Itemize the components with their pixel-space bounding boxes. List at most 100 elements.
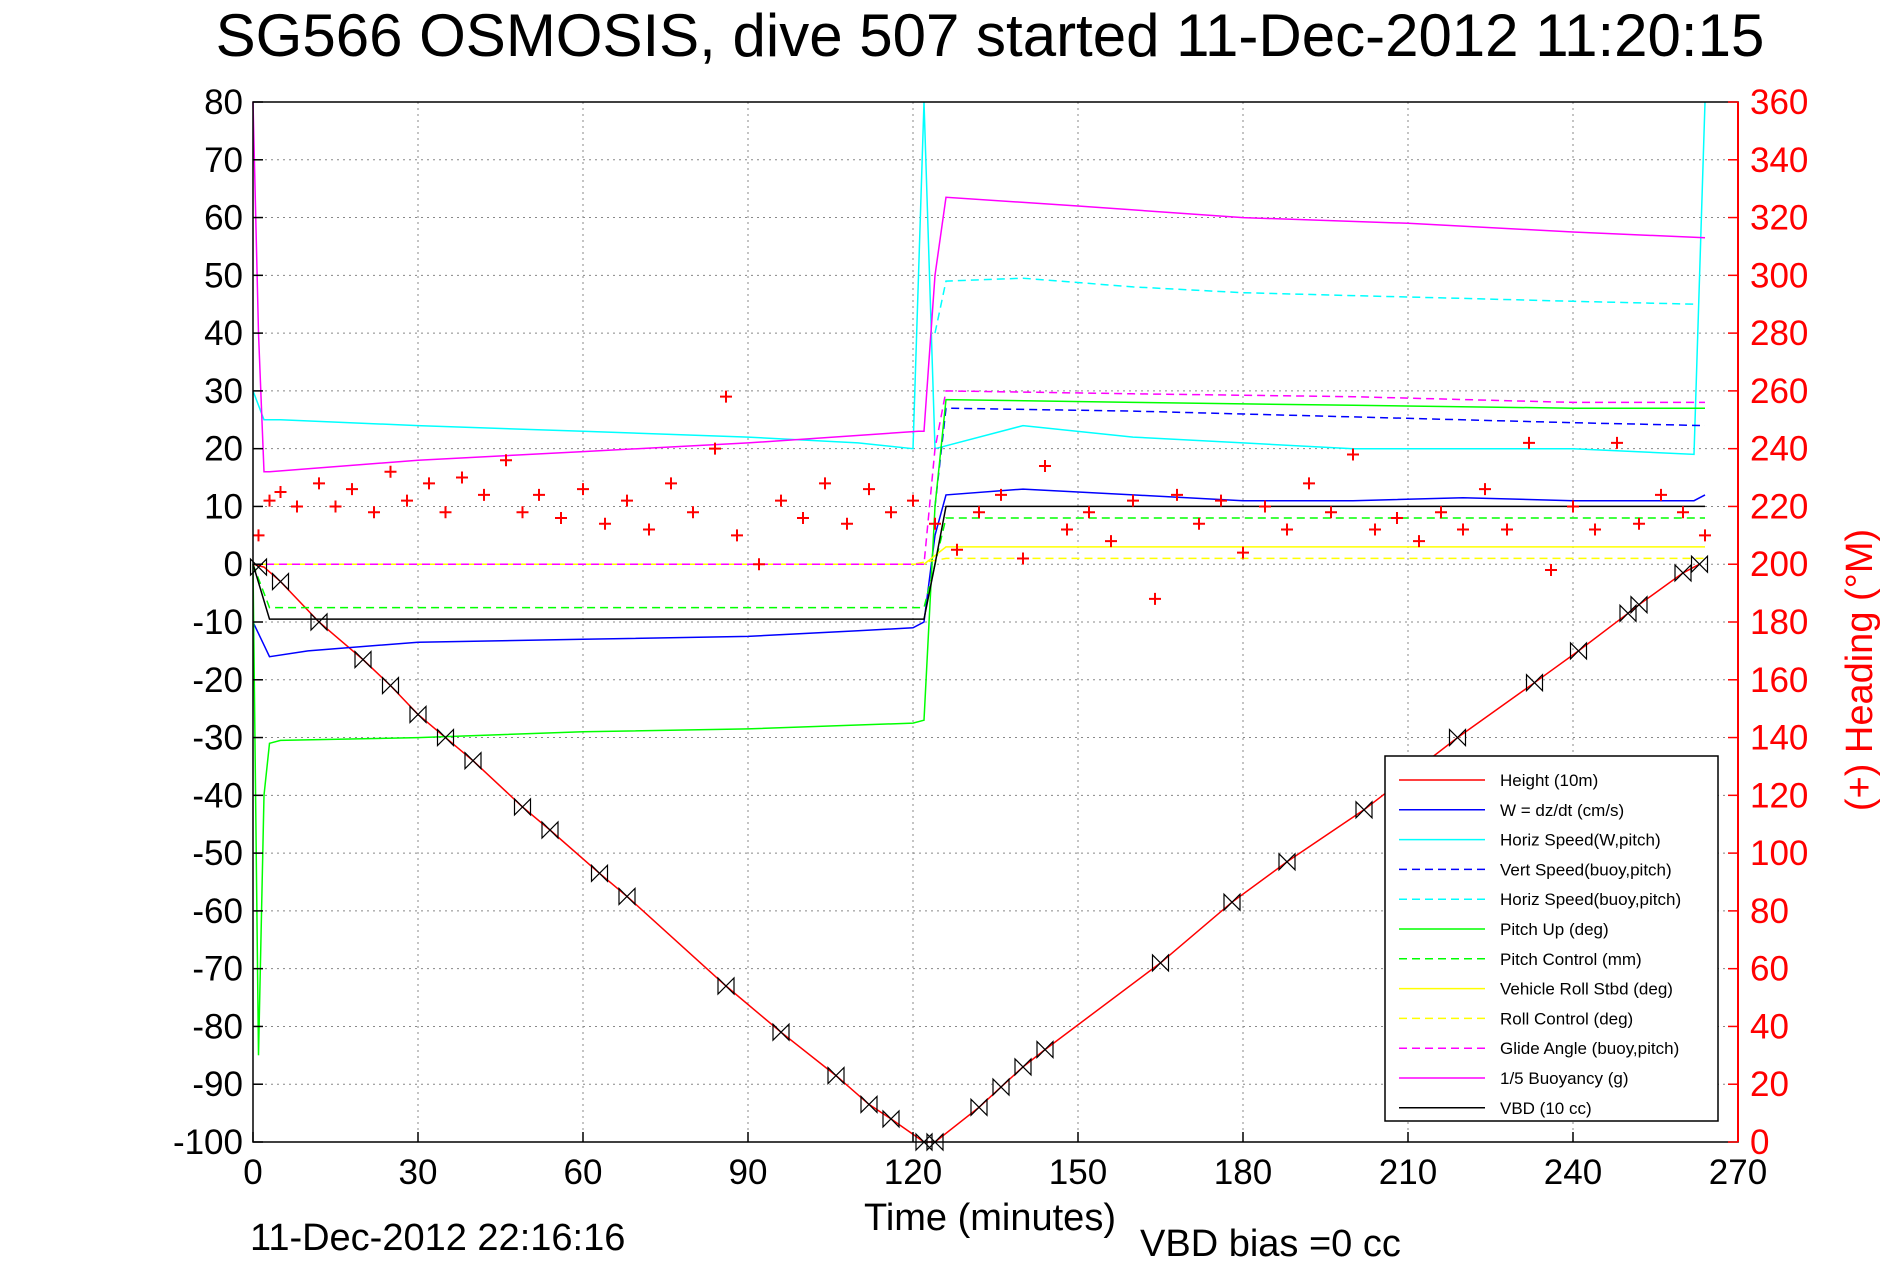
- y-tick-label: -100: [173, 1123, 243, 1162]
- y-tick-label: 10: [204, 487, 243, 526]
- heading-point: [1589, 523, 1601, 536]
- height-marker: [1525, 673, 1544, 693]
- legend-entry: 1/5 Buoyancy (g): [1399, 1069, 1629, 1088]
- y2-tick-label: 340: [1750, 141, 1808, 180]
- height-marker: [271, 572, 290, 592]
- legend-label: Horiz Speed(buoy,pitch): [1500, 890, 1681, 909]
- y2-tick-label: 80: [1750, 892, 1789, 931]
- height-marker: [1223, 892, 1241, 912]
- height-marker: [1036, 1040, 1054, 1060]
- heading-point: [841, 517, 853, 530]
- height-marker: [381, 676, 400, 696]
- y2-tick-label: 160: [1750, 661, 1808, 700]
- heading-point: [753, 558, 765, 571]
- legend-label: VBD (10 cc): [1500, 1099, 1592, 1118]
- heading-point: [401, 494, 413, 507]
- height-marker: [249, 557, 268, 577]
- heading-point: [1149, 592, 1161, 605]
- y-tick-label: -50: [192, 834, 243, 873]
- legend-entry: VBD (10 cc): [1399, 1099, 1592, 1118]
- y-tick-label: 0: [224, 545, 243, 584]
- heading-point: [1501, 523, 1513, 536]
- heading-point: [1325, 506, 1337, 519]
- heading-point: [929, 517, 941, 530]
- y2-tick-label: 220: [1750, 487, 1808, 526]
- legend-label: Pitch Up (deg): [1500, 920, 1609, 939]
- heading-point: [665, 477, 677, 490]
- heading-point: [1413, 535, 1425, 548]
- height-marker: [513, 797, 532, 817]
- height-marker: [1619, 603, 1637, 623]
- heading-point: [1281, 523, 1293, 536]
- legend-entry: Pitch Control (mm): [1399, 950, 1642, 969]
- legend-entry: Glide Angle (buoy,pitch): [1399, 1039, 1679, 1058]
- y-tick-label: 40: [204, 314, 243, 353]
- legend-entry: W = dz/dt (cm/s): [1399, 801, 1624, 820]
- heading-point: [973, 506, 985, 519]
- height-marker: [926, 1132, 944, 1152]
- heading-point: [1633, 517, 1645, 530]
- series-glide-angle-buoy-pitch: [253, 390, 1705, 565]
- height-marker: [882, 1109, 900, 1129]
- heading-point: [1435, 506, 1447, 519]
- chart-title: SG566 OSMOSIS, dive 507 started 11-Dec-2…: [216, 2, 1765, 69]
- height-marker: [717, 976, 735, 996]
- heading-point: [1039, 460, 1051, 472]
- heading-point: [1259, 500, 1271, 513]
- heading-point: [346, 483, 358, 496]
- series-heading: [252, 390, 1711, 605]
- heading-point: [555, 512, 567, 524]
- y2-tick-label: 0: [1750, 1123, 1769, 1162]
- legend-entry: Vert Speed(buoy,pitch): [1399, 860, 1672, 879]
- legend-label: Horiz Speed(W,pitch): [1500, 831, 1661, 850]
- heading-point: [423, 477, 435, 490]
- height-marker: [1690, 554, 1709, 574]
- height-markers: [249, 554, 1709, 1152]
- height-marker: [1014, 1057, 1032, 1077]
- heading-point: [1523, 436, 1535, 449]
- heading-point: [313, 477, 325, 490]
- x-tick-label: 90: [729, 1153, 768, 1192]
- y-tick-label: -90: [192, 1065, 243, 1104]
- heading-point: [687, 506, 699, 519]
- legend-label: W = dz/dt (cm/s): [1500, 801, 1624, 820]
- height-marker: [541, 820, 559, 840]
- legend-label: Vert Speed(buoy,pitch): [1500, 860, 1672, 879]
- height-marker: [827, 1066, 845, 1086]
- height-marker: [409, 704, 427, 724]
- heading-point: [797, 512, 809, 524]
- series-vbd-10-cc: [252, 505, 1705, 620]
- heading-point: [1655, 488, 1667, 501]
- series-horiz-speed-buoy-pitch: [934, 277, 1695, 334]
- heading-point: [1699, 529, 1711, 542]
- heading-point: [885, 506, 897, 519]
- ticks: 0 30 60 90 120 150 180 210 240 270 80 70 60 50 40 30 20 1…: [173, 83, 1808, 1192]
- heading-point: [1105, 535, 1117, 548]
- height-marker: [1448, 728, 1467, 748]
- heading-point: [643, 523, 655, 536]
- height-marker: [1569, 641, 1588, 661]
- y2-tick-label: 240: [1750, 430, 1808, 469]
- heading-point: [263, 494, 276, 507]
- y-tick-label: -10: [192, 603, 243, 642]
- legend-entry: Horiz Speed(buoy,pitch): [1399, 890, 1681, 909]
- height-marker: [436, 728, 455, 748]
- y2-tick-label: 300: [1750, 256, 1808, 295]
- legend-entry: Horiz Speed(W,pitch): [1399, 831, 1661, 850]
- heading-point: [1545, 564, 1557, 576]
- legend-label: Pitch Control (mm): [1500, 950, 1642, 969]
- heading-point: [1171, 488, 1183, 501]
- y2-tick-label: 200: [1750, 545, 1808, 584]
- heading-point: [1457, 523, 1469, 536]
- legend-box: [1384, 755, 1719, 1122]
- y-tick-label: -80: [192, 1007, 243, 1046]
- heading-point: [907, 494, 919, 507]
- legend: Height (10m) W = dz/dt (cm/s) Horiz Speed(…: [1384, 755, 1719, 1122]
- heading-point: [500, 454, 512, 467]
- heading-point: [863, 483, 875, 496]
- heading-point: [1369, 523, 1381, 536]
- heading-point: [291, 500, 303, 513]
- series-horiz-speed-w-pitch: [252, 101, 1706, 456]
- heading-point: [1677, 506, 1689, 519]
- y-tick-label: -40: [192, 776, 243, 815]
